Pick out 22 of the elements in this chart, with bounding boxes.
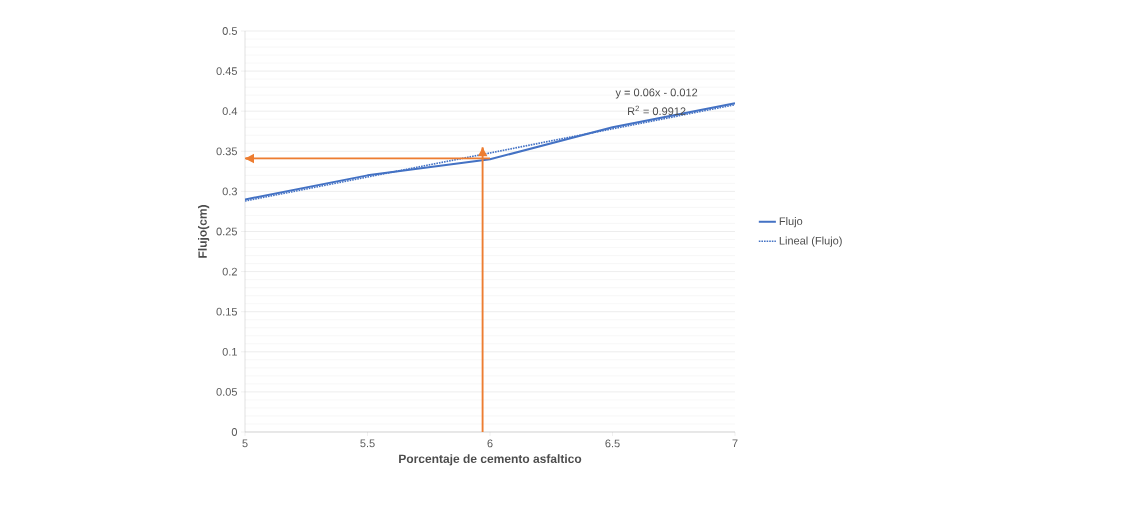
- x-tick-label: 5: [242, 439, 248, 448]
- annotation: y = 0.06x - 0.012: [615, 88, 698, 99]
- y-axis-title: Flujo(cm): [198, 205, 210, 258]
- x-tick-label: 5.5: [360, 439, 375, 448]
- y-tick-label: 0.4: [222, 107, 238, 116]
- annotation: R$^{2}$ = 0.9912: [628, 105, 686, 116]
- y-tick-label: 0.35: [216, 147, 237, 156]
- y-tick-label: 0.1: [222, 347, 237, 356]
- y-tick-label: 0: [231, 428, 238, 436]
- y-tick-label: 0.45: [216, 67, 237, 75]
- y-tick-label: 0.25: [216, 227, 237, 236]
- x-axis-title: Porcentaje de cemento asfaltico: [399, 454, 582, 466]
- x-tick-label: 7: [732, 439, 738, 448]
- y-tick-label: 0.3: [222, 187, 237, 196]
- y-tick-label: 0.15: [216, 307, 237, 316]
- x-tick-label: 6.5: [605, 439, 620, 448]
- x-tick-label: 6: [487, 439, 493, 448]
- y-tick-label: 0.2: [222, 267, 237, 276]
- y-tick-label: 0.5: [222, 27, 237, 35]
- legend-label: Flujo: [779, 217, 803, 228]
- y-tick-label: 0.05: [216, 388, 237, 396]
- legend-label: Lineal (Flujo): [779, 236, 842, 247]
